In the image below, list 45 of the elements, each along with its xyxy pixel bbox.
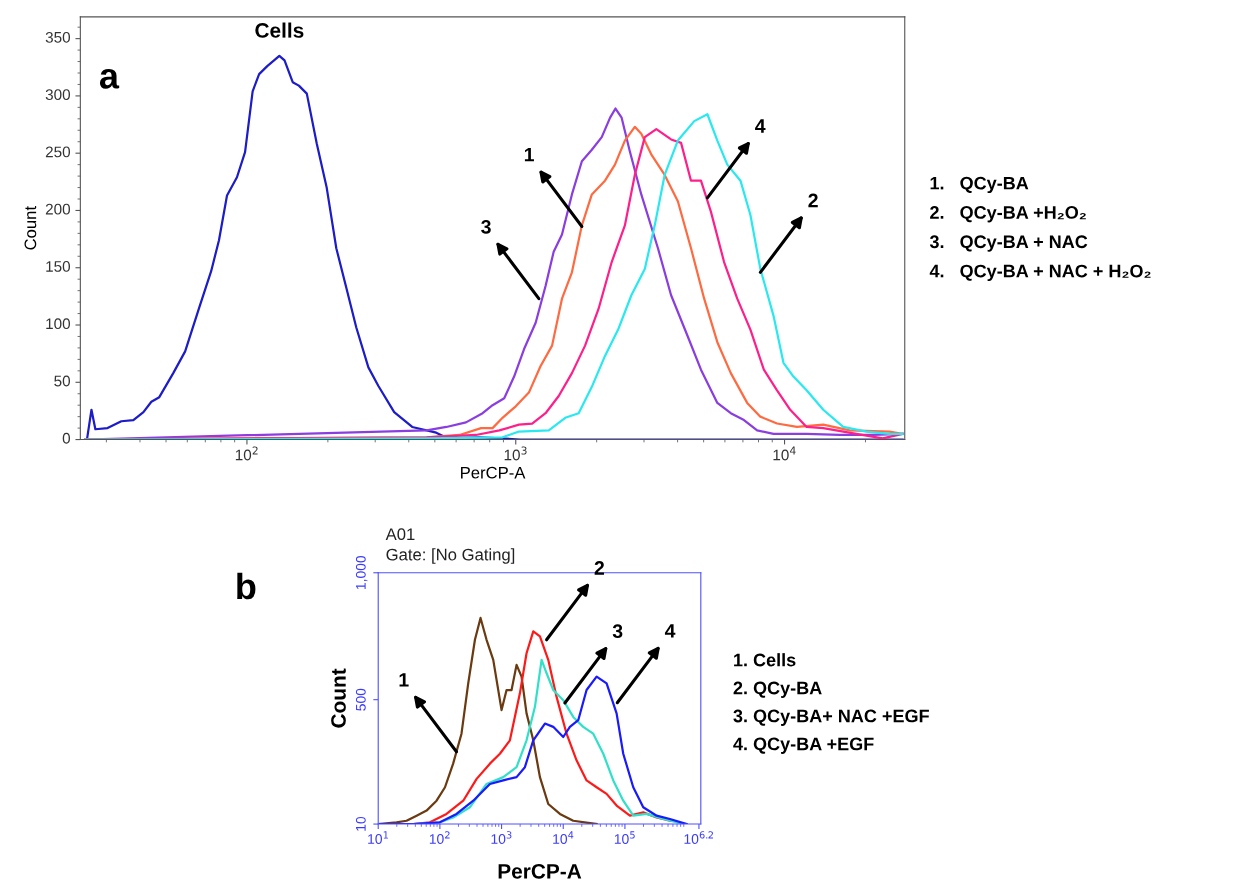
x-tick-label: 10$^{3}$ xyxy=(504,446,527,461)
annotation: 4 xyxy=(664,624,676,638)
x-tick-label: 10$^{2}$ xyxy=(429,831,450,844)
x-tick-label: 10$^{5}$ xyxy=(614,831,635,844)
y-tick-label: 50 xyxy=(54,375,71,387)
y-tick-label: 500 xyxy=(355,688,366,711)
x-axis-title: PerCP-A xyxy=(461,466,526,479)
y-tick-label: 350 xyxy=(45,31,71,43)
annotation: 3 xyxy=(612,624,623,639)
text: b xyxy=(237,572,256,600)
y-axis-title: Count xyxy=(331,668,346,728)
annotation: a xyxy=(99,68,120,89)
y-tick-label: 1,000 xyxy=(355,555,368,590)
y-tick-label: 10 xyxy=(355,816,366,831)
y-tick-label: 100 xyxy=(46,318,71,330)
annotation: 2 xyxy=(594,561,604,575)
y-axis-title: Count xyxy=(24,206,37,250)
chart-title: A01 xyxy=(385,528,415,541)
x-tick-label: 10$^{2}$ xyxy=(235,446,258,461)
x-tick-label: 10$^{4}$ xyxy=(773,446,796,461)
text: 1. QCy-BA xyxy=(930,176,1029,194)
text: 3. QCy-BA + NAC xyxy=(929,235,1088,252)
text: 3. QCy-BA+ NAC +EGF xyxy=(733,709,929,726)
y-tick-label: 150 xyxy=(46,261,71,272)
annotation: 1 xyxy=(399,673,409,687)
annotation: 3 xyxy=(481,219,491,234)
x-tick-label: 10$^{4}$ xyxy=(553,831,574,844)
annotation: 2 xyxy=(808,193,818,208)
annotation: 4 xyxy=(755,119,766,133)
text: 2. QCy-BA +H₂O₂ xyxy=(930,206,1086,223)
chart-subtitle: Gate: [No Gating] xyxy=(386,548,515,564)
y-tick-label: 0 xyxy=(62,432,71,444)
series-label: Cells xyxy=(255,22,304,38)
y-tick-label: 300 xyxy=(45,89,71,101)
y-tick-label: 200 xyxy=(45,203,71,215)
x-tick-label: 10$^{6.2}$ xyxy=(684,831,713,844)
text: 4. QCy-BA + NAC + H₂O₂ xyxy=(929,264,1151,282)
text: 4. QCy-BA +EGF xyxy=(733,737,874,754)
y-tick-label: 250 xyxy=(45,146,71,158)
x-axis-title: PerCP-A xyxy=(498,863,582,879)
text: 1. Cells xyxy=(734,653,796,667)
annotation: 1 xyxy=(524,147,534,162)
x-tick-label: 10$^{3}$ xyxy=(491,831,512,844)
text: 2. QCy-BA xyxy=(733,681,822,698)
x-tick-label: 10$^{1}$ xyxy=(368,831,388,844)
